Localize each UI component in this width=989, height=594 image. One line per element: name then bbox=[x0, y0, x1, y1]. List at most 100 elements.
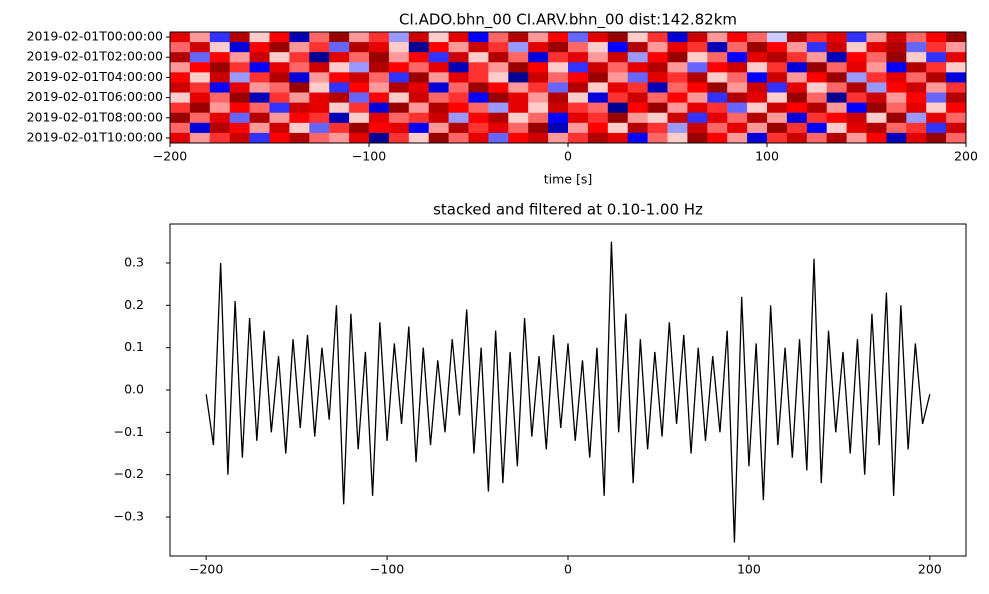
heatmap-cell bbox=[826, 82, 847, 93]
heatmap-cell bbox=[687, 42, 708, 53]
heatmap-cell bbox=[528, 72, 549, 83]
heatmap-cell bbox=[209, 102, 230, 114]
heatmap-cell bbox=[488, 82, 509, 93]
heatmap-cell bbox=[707, 62, 728, 73]
heatmap-cell bbox=[269, 52, 290, 63]
y-tick-label: 2019-02-01T02:00:00 bbox=[27, 49, 163, 64]
heatmap-cell bbox=[369, 72, 390, 83]
heatmap-cell bbox=[946, 82, 967, 93]
heatmap-cell bbox=[468, 112, 489, 124]
heatmap-cell bbox=[647, 122, 668, 134]
heatmap-cell bbox=[369, 42, 390, 53]
x-axis-label: time [s] bbox=[544, 172, 592, 187]
heatmap-cell bbox=[548, 62, 569, 73]
heatmap-cell bbox=[607, 122, 628, 134]
heatmap-cell bbox=[249, 132, 270, 144]
heatmap-cell bbox=[508, 82, 529, 93]
heatmap-cell bbox=[448, 122, 469, 134]
heatmap-cell bbox=[189, 32, 211, 43]
heatmap-cell bbox=[607, 42, 628, 53]
heatmap-cell bbox=[727, 102, 748, 114]
heatmap-cell bbox=[747, 32, 768, 43]
heatmap-cell bbox=[289, 52, 310, 63]
heatmap-cell bbox=[906, 112, 927, 124]
x-tick-label: 0 bbox=[564, 149, 572, 164]
heatmap-cell bbox=[866, 112, 887, 124]
heatmap-cell bbox=[488, 102, 509, 114]
heatmap-cell bbox=[846, 102, 867, 114]
heatmap-cell bbox=[468, 122, 489, 134]
heatmap-cell bbox=[388, 132, 410, 144]
heatmap-cell bbox=[727, 52, 748, 63]
heatmap-cell bbox=[369, 62, 390, 73]
heatmap-cell bbox=[587, 102, 609, 114]
heatmap-cell bbox=[508, 52, 529, 63]
heatmap-cell bbox=[289, 102, 310, 114]
heatmap-cell bbox=[946, 62, 967, 73]
heatmap-cell bbox=[767, 52, 788, 63]
heatmap-cell bbox=[269, 132, 290, 144]
heatmap-cell bbox=[189, 82, 211, 93]
heatmap-cell bbox=[369, 102, 390, 114]
heatmap-cell bbox=[508, 72, 529, 83]
heatmap-cell bbox=[329, 52, 350, 63]
heatmap-cell bbox=[607, 92, 628, 103]
heatmap-cell bbox=[249, 112, 270, 124]
y-tick-label: −0.3 bbox=[114, 509, 144, 524]
heatmap-cell bbox=[468, 62, 489, 73]
heatmap-cell bbox=[786, 72, 808, 83]
heatmap-cell bbox=[846, 62, 867, 73]
heatmap-cell bbox=[846, 122, 867, 134]
heatmap-cell bbox=[468, 72, 489, 83]
heatmap-cell bbox=[747, 122, 768, 134]
heatmap-cell bbox=[707, 102, 728, 114]
heatmap-cell bbox=[568, 112, 589, 124]
heatmap-cell bbox=[488, 132, 509, 144]
heatmap-cell bbox=[747, 102, 768, 114]
heatmap-cell bbox=[289, 122, 310, 134]
heatmap-cell bbox=[786, 122, 808, 134]
heatmap-cell bbox=[866, 62, 887, 73]
heatmap-cell bbox=[189, 102, 211, 114]
data-line bbox=[205, 241, 931, 543]
heatmap-cell bbox=[667, 102, 688, 114]
heatmap-cell bbox=[289, 132, 310, 144]
heatmap-cell bbox=[607, 112, 628, 124]
heatmap-cell bbox=[826, 72, 847, 83]
heatmap-cell bbox=[906, 132, 927, 144]
heatmap-cell bbox=[627, 62, 648, 73]
heatmap-cell bbox=[568, 72, 589, 83]
heatmap-cell bbox=[249, 102, 270, 114]
heatmap-cell bbox=[369, 82, 390, 93]
y-tick-label: 2019-02-01T06:00:00 bbox=[27, 89, 163, 104]
heatmap-cell bbox=[687, 72, 708, 83]
heatmap-cell bbox=[647, 112, 668, 124]
heatmap-cell bbox=[647, 62, 668, 73]
heatmap-cell bbox=[667, 82, 688, 93]
heatmap-cell bbox=[926, 72, 947, 83]
heatmap-cell bbox=[826, 102, 847, 114]
heatmap-cell bbox=[448, 82, 469, 93]
heatmap-cell bbox=[309, 72, 330, 83]
heatmap-cell bbox=[906, 72, 927, 83]
heatmap-cell bbox=[786, 112, 808, 124]
heatmap-cell bbox=[886, 32, 907, 43]
x-tick-label: −100 bbox=[352, 149, 386, 164]
heatmap-cell bbox=[548, 42, 569, 53]
heatmap-cell bbox=[170, 92, 191, 103]
heatmap-cell bbox=[667, 72, 688, 83]
heatmap-cell bbox=[946, 32, 967, 43]
heatmap-cell bbox=[727, 122, 748, 134]
heatmap-cell bbox=[767, 82, 788, 93]
x-tick-label: 200 bbox=[918, 562, 942, 577]
heatmap-cell bbox=[747, 132, 768, 144]
heatmap-cell bbox=[767, 32, 788, 43]
heatmap-cell bbox=[767, 42, 788, 53]
heatmap-cell bbox=[428, 112, 449, 124]
x-tick-label: −200 bbox=[189, 562, 223, 577]
heatmap-cell bbox=[707, 112, 728, 124]
heatmap-cell bbox=[846, 52, 867, 63]
heatmap-cell bbox=[309, 122, 330, 134]
heatmap-cell bbox=[189, 132, 211, 144]
heatmap-cell bbox=[806, 112, 827, 124]
